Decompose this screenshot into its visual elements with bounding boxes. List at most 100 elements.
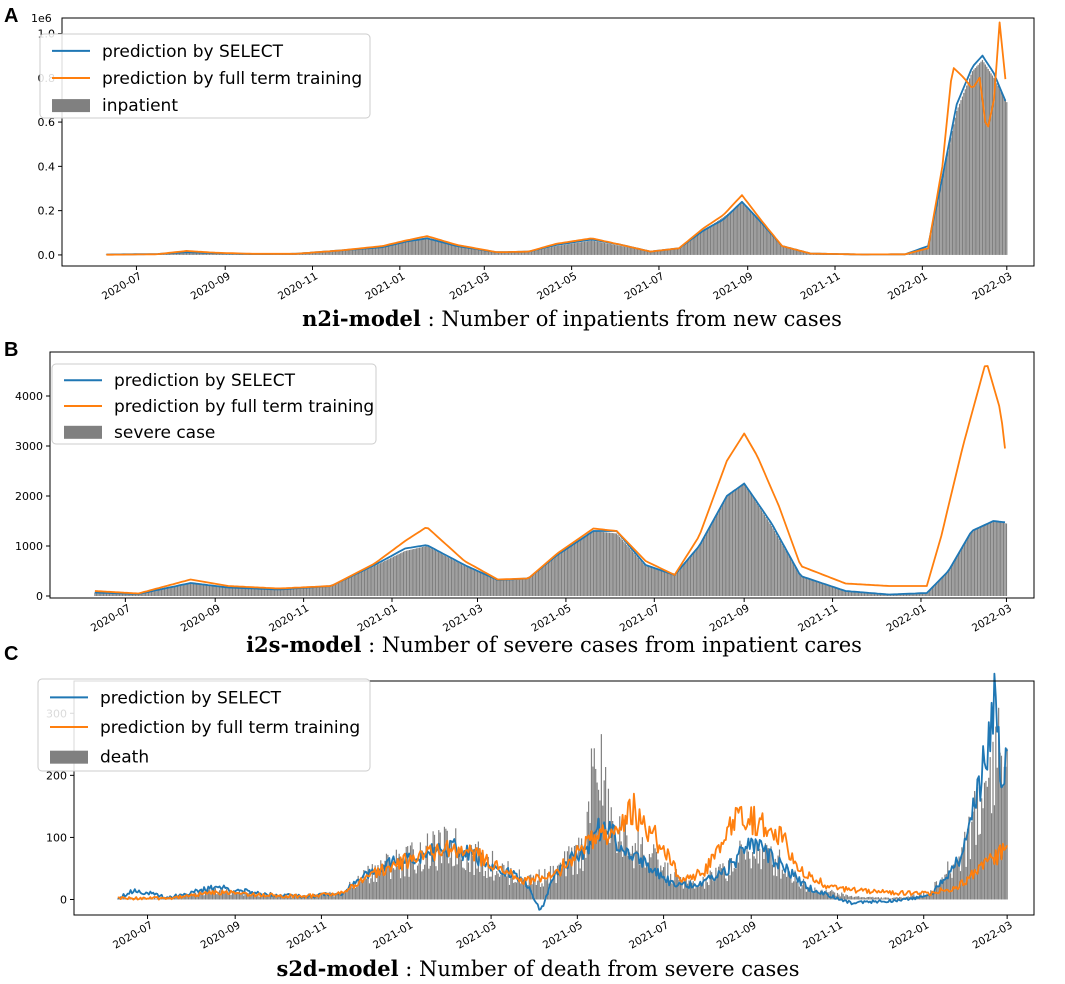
bar — [942, 576, 944, 596]
bar — [794, 566, 796, 596]
bar — [730, 858, 733, 900]
bar — [711, 522, 713, 596]
bar — [218, 586, 221, 596]
bar — [573, 845, 576, 900]
bar — [576, 242, 578, 255]
bar — [311, 587, 313, 596]
bar — [326, 586, 328, 596]
bar — [563, 244, 566, 255]
bar — [336, 250, 338, 255]
bar — [484, 870, 487, 900]
bar — [346, 249, 348, 255]
bar — [103, 592, 105, 596]
bar — [712, 880, 714, 900]
bar — [146, 592, 148, 596]
bar — [685, 243, 687, 255]
bar — [972, 811, 974, 900]
bar — [907, 896, 909, 900]
bar — [658, 250, 660, 255]
bar — [287, 589, 289, 596]
bar — [389, 245, 391, 255]
bar — [632, 248, 634, 255]
bar — [742, 850, 744, 900]
bar — [708, 226, 710, 255]
bar — [918, 593, 921, 596]
bar — [484, 574, 486, 596]
bar — [373, 881, 375, 900]
bar — [377, 865, 379, 900]
bar — [718, 220, 720, 255]
bar — [926, 593, 928, 596]
bar — [520, 252, 523, 255]
bar — [511, 877, 513, 900]
bar — [671, 572, 673, 596]
bar — [345, 579, 347, 596]
bar — [368, 568, 370, 596]
bar — [910, 593, 912, 596]
bar — [486, 877, 488, 900]
bar — [317, 252, 319, 255]
bar — [289, 895, 291, 900]
bar — [843, 590, 845, 596]
bar — [772, 528, 774, 596]
bar — [532, 251, 534, 255]
bar — [894, 897, 897, 900]
bar — [370, 878, 372, 900]
bar — [631, 551, 634, 597]
bar — [647, 862, 649, 900]
bar — [519, 252, 521, 255]
bar — [309, 895, 311, 900]
bar — [976, 787, 979, 900]
bar — [983, 62, 985, 255]
bar — [646, 862, 648, 900]
bar — [858, 592, 860, 596]
bar — [185, 584, 187, 597]
bar — [630, 549, 632, 596]
bar — [658, 569, 660, 597]
bar — [391, 866, 393, 900]
bar — [459, 563, 461, 596]
bar — [592, 766, 594, 900]
bar — [414, 548, 416, 596]
bar — [260, 589, 263, 596]
bar — [366, 248, 368, 255]
bar — [751, 213, 753, 255]
bar — [224, 890, 226, 900]
bar — [984, 64, 986, 255]
bar — [604, 532, 606, 596]
bar — [445, 556, 447, 596]
bar — [200, 252, 202, 255]
bar — [586, 241, 588, 255]
bar — [361, 881, 364, 900]
bar — [985, 524, 987, 596]
bar — [855, 896, 857, 900]
bar — [750, 494, 753, 596]
bar — [153, 590, 155, 596]
bar — [485, 575, 487, 596]
bar — [305, 587, 308, 596]
bar — [660, 570, 663, 597]
bar — [623, 819, 625, 900]
bar — [772, 236, 775, 255]
bar — [485, 250, 487, 255]
bar — [668, 572, 670, 596]
bar — [353, 882, 355, 900]
bar — [807, 578, 809, 596]
bar — [709, 225, 712, 255]
bar — [474, 844, 477, 900]
bar — [432, 239, 434, 255]
bar — [555, 883, 557, 900]
bar — [94, 592, 96, 596]
bar — [721, 218, 723, 255]
bar — [467, 862, 470, 900]
bar — [446, 243, 448, 255]
bar — [717, 221, 719, 255]
bar — [554, 870, 556, 900]
bar — [974, 67, 976, 255]
x-tick-label: 2021-11 — [801, 919, 845, 951]
bar — [620, 841, 622, 900]
bar — [329, 586, 331, 596]
bar — [573, 243, 576, 255]
bar — [766, 519, 768, 596]
